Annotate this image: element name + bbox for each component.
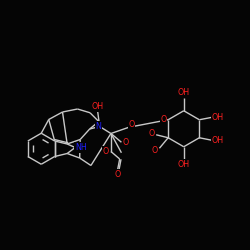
Text: O: O xyxy=(114,170,121,179)
Text: OH: OH xyxy=(92,102,104,111)
Text: O: O xyxy=(152,146,158,155)
Text: OH: OH xyxy=(178,160,190,169)
Text: N: N xyxy=(96,122,101,130)
Text: O: O xyxy=(122,138,129,147)
Text: O: O xyxy=(160,115,167,124)
Text: O: O xyxy=(103,147,109,156)
Text: O: O xyxy=(148,129,154,138)
Text: O: O xyxy=(128,120,134,129)
Text: OH: OH xyxy=(212,113,224,122)
Text: NH: NH xyxy=(75,143,86,152)
Text: OH: OH xyxy=(178,88,190,97)
Text: OH: OH xyxy=(211,136,224,145)
